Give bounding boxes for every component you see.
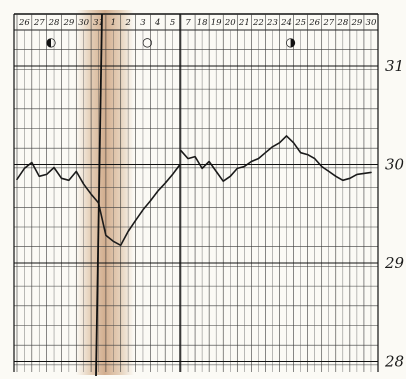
moon-phase-icon: ◑ [286, 35, 297, 49]
x-tick-label: 7 [185, 18, 191, 28]
x-tick-label: 31 [93, 18, 104, 28]
x-tick-label: 22 [252, 18, 264, 28]
x-tick-label: 26 [18, 18, 30, 28]
x-tick-label: 29 [350, 18, 362, 28]
x-tick-label: 25 [294, 18, 306, 28]
x-tick-label: 27 [33, 18, 45, 28]
x-tick-label: 30 [366, 18, 377, 28]
moon-phase-icon: ◐ [46, 35, 56, 49]
moon-phase-icon: ○ [142, 35, 152, 49]
x-tick-label: 26 [308, 18, 320, 28]
y-tick-label: 31 [385, 57, 404, 75]
x-tick-label: 28 [336, 18, 348, 28]
x-tick-label: 18 [197, 18, 208, 28]
x-tick-label: 27 [322, 18, 334, 28]
x-tick-label: 19 [211, 18, 222, 28]
x-tick-label: 2 [124, 18, 130, 28]
y-tick-label: 28 [384, 353, 404, 371]
x-tick-label: 3 [140, 18, 145, 28]
month-divider-line [95, 13, 103, 377]
x-tick-label: 1 [111, 18, 116, 28]
x-tick-label: 29 [62, 18, 74, 28]
x-tick-label: 30 [78, 18, 89, 28]
x-tick-label: 24 [280, 18, 292, 28]
x-tick-label: 21 [238, 18, 250, 28]
series-line-right [180, 135, 372, 182]
y-tick-label: 29 [384, 254, 405, 272]
x-tick-label: 28 [48, 18, 60, 28]
y-tick-label: 30 [385, 156, 405, 174]
x-tick-label: 20 [224, 18, 236, 28]
paper-stain [76, 10, 134, 375]
x-tick-label: 4 [154, 18, 160, 28]
x-tick-label: 5 [170, 18, 175, 28]
x-tick-label: 23 [266, 18, 278, 28]
